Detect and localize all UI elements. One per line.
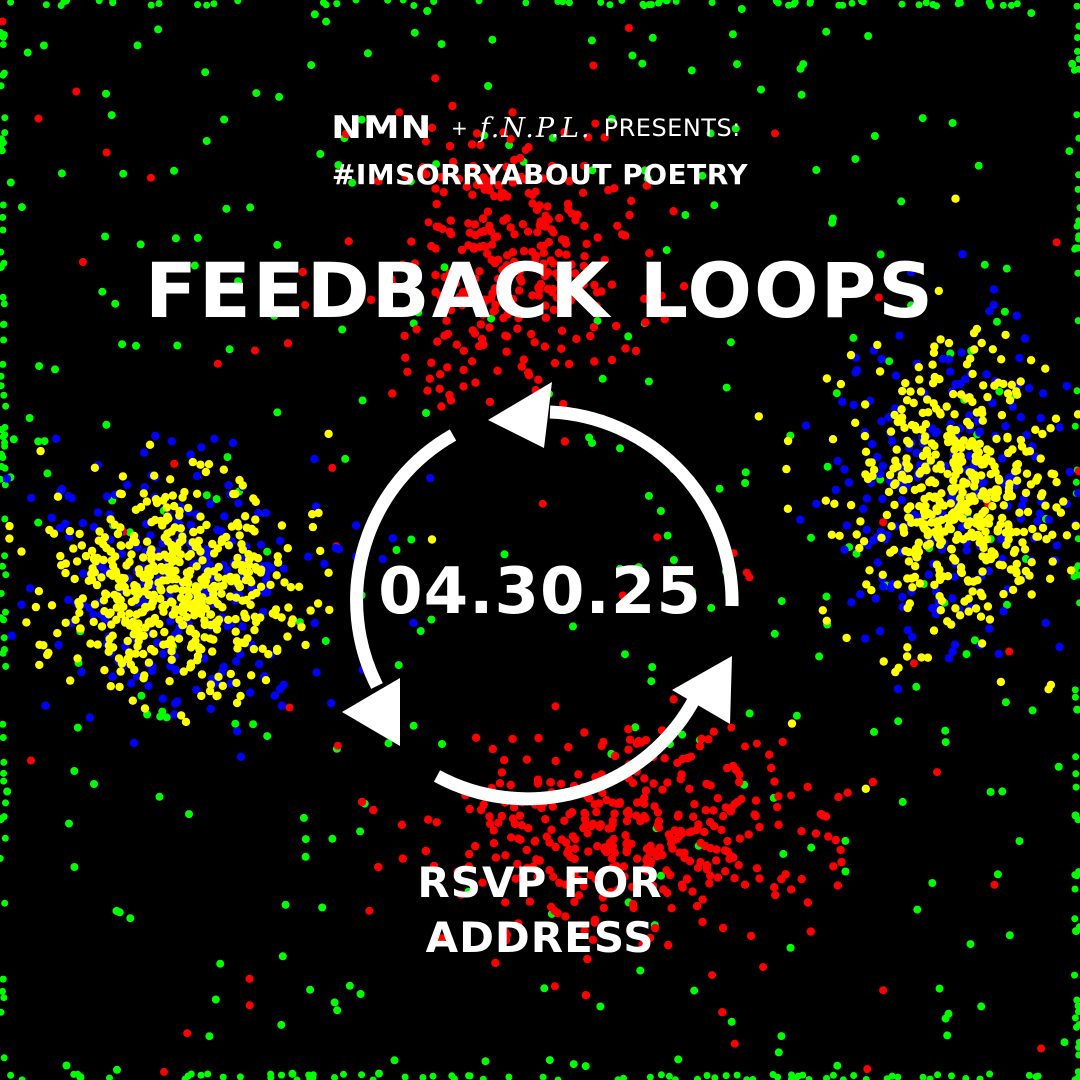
plus-sign: +: [450, 116, 468, 140]
circular-arrows-icon: [342, 382, 739, 806]
rsvp-line-1: RSVP FOR: [417, 858, 663, 907]
fnpl-logo: f.N.P.L.: [479, 112, 592, 144]
presents-label: PRESENTS:: [603, 114, 741, 142]
event-date: 04.30.25: [378, 555, 702, 629]
rsvp-line-2: ADDRESS: [425, 913, 655, 962]
rsvp-note: RSVP FOR ADDRESS: [0, 855, 1080, 975]
series-subtitle: #IMSORRYABOUT POETRY: [331, 158, 749, 191]
presenters-line: NMN + f.N.P.L. PRESENTS:: [0, 108, 1080, 148]
nmn-logo: NMN: [331, 110, 433, 146]
event-title: FEEDBACK LOOPS: [144, 246, 936, 335]
